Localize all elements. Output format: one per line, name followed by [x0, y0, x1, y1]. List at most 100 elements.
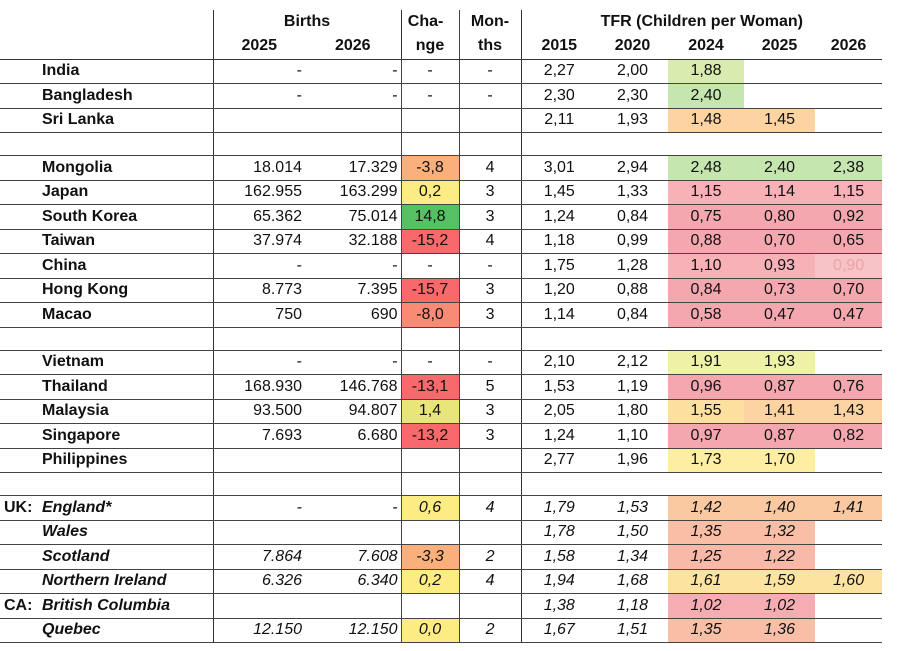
tfr-2025-cell: 1,40	[744, 495, 816, 521]
spacer-cell	[458, 132, 522, 156]
year-header: 2015	[520, 34, 598, 60]
tfr-2015-cell: 1,24	[520, 204, 598, 230]
spacer-cell	[520, 472, 598, 496]
table-row: South Korea 65.362 75.014 14,8 3 1,24 0,84 0,75…	[0, 204, 883, 230]
spacer-cell	[744, 132, 816, 156]
tfr-2025-cell: 0,73	[744, 278, 816, 303]
tfr-2025-cell: 0,80	[744, 204, 816, 230]
spacer-row	[0, 132, 883, 156]
spacer-cell	[597, 327, 669, 351]
corner-cell-2	[0, 34, 213, 60]
months-cell	[458, 593, 522, 619]
tfr-2020-cell: 1,53	[597, 495, 669, 521]
tfr-2024-cell: 0,88	[668, 229, 745, 254]
tfr-2020-cell: 0,84	[597, 302, 669, 328]
months-cell: -	[458, 253, 522, 279]
tfr-2024-cell: 1,73	[668, 448, 745, 473]
tfr-2025-cell	[744, 83, 816, 109]
tfr-2026-cell: 1,43	[815, 399, 883, 424]
tfr-2020-cell: 1,33	[597, 180, 669, 205]
table-row: Hong Kong 8.773 7.395 -15,7 3 1,20 0,88 0,84 0,7…	[0, 278, 883, 303]
tfr-2026-cell	[815, 83, 883, 109]
spacer-cell	[401, 327, 460, 351]
tfr-2026-cell: 0,70	[815, 278, 883, 303]
months-header-2: ths	[458, 34, 522, 60]
tfr-2025-cell: 0,70	[744, 229, 816, 254]
change-cell: 0,6	[401, 495, 460, 521]
births-2025-cell	[212, 520, 305, 545]
region-name-cell: Hong Kong	[0, 278, 213, 303]
table-row: India - - - -2,27 2,00 1,88	[0, 59, 883, 84]
tfr-2025-cell: 1,70	[744, 448, 816, 473]
spacer-cell	[305, 327, 402, 351]
table-row: Scotland 7.864 7.608 -3,3 2 1,58 1,34 1,25 1,22	[0, 544, 883, 570]
change-cell: 1,4	[401, 399, 460, 424]
tfr-2015-cell: 1,67	[520, 618, 598, 643]
tfr-2024-cell: 1,25	[668, 544, 745, 570]
births-2026-cell: 32.188	[305, 229, 402, 254]
region-name-cell: Vietnam	[0, 350, 213, 375]
spacer-cell	[401, 472, 460, 496]
spacer-cell	[212, 327, 305, 351]
spacer-cell	[305, 472, 402, 496]
change-cell: 0,0	[401, 618, 460, 643]
tfr-2015-cell: 2,27	[520, 59, 598, 84]
births-2025-cell: 8.773	[212, 278, 305, 303]
months-cell	[458, 448, 522, 473]
region-name-cell: CA: British Columbia	[0, 593, 213, 619]
tfr-2025-cell: 2,40	[744, 155, 816, 181]
months-cell: 3	[458, 278, 522, 303]
region-name-cell: Macao	[0, 302, 213, 328]
spacer-cell	[0, 132, 213, 156]
table-row: Mongolia 18.014 17.329 -3,8 4 3,01 2,94 2,48 2,4…	[0, 155, 883, 181]
change-cell	[401, 520, 460, 545]
change-cell	[401, 593, 460, 619]
spacer-cell	[0, 472, 213, 496]
spacer-cell	[815, 132, 883, 156]
months-cell: 4	[458, 155, 522, 181]
spacer-cell	[744, 327, 816, 351]
tfr-2020-cell: 1,19	[597, 374, 669, 400]
table-row: Japan 162.955 163.299 0,2 3 1,45 1,33 1,15 1,14 1…	[0, 180, 883, 205]
tfr-2015-cell: 1,75	[520, 253, 598, 279]
tfr-2024-cell: 2,40	[668, 83, 745, 109]
region-name-cell: Scotland	[0, 544, 213, 570]
months-cell	[458, 520, 522, 545]
births-2025-cell: -	[212, 495, 305, 521]
tfr-2024-cell: 0,97	[668, 423, 745, 449]
table-row: China - - - -1,75 1,28 1,10 0,93 0,90	[0, 253, 883, 279]
births-2025-cell: 65.362	[212, 204, 305, 230]
months-cell: 2	[458, 544, 522, 570]
country-prefix: UK:	[4, 498, 33, 516]
tfr-2024-cell: 1,15	[668, 180, 745, 205]
months-cell: 3	[458, 423, 522, 449]
region-name-cell: Bangladesh	[0, 83, 213, 109]
tfr-2025-cell: 1,59	[744, 569, 816, 594]
tfr-2024-cell: 1,35	[668, 520, 745, 545]
spacer-row	[0, 327, 883, 351]
spacer-cell	[520, 132, 598, 156]
region-name-cell: Japan	[0, 180, 213, 205]
tfr-2020-cell: 2,30	[597, 83, 669, 109]
months-cell	[458, 108, 522, 133]
births-2025-cell: 12.150	[212, 618, 305, 643]
change-cell	[401, 448, 460, 473]
months-cell: 3	[458, 180, 522, 205]
region-name-cell: Taiwan	[0, 229, 213, 254]
births-2025-cell: 7.864	[212, 544, 305, 570]
spacer-cell	[597, 132, 669, 156]
tfr-2015-cell: 1,18	[520, 229, 598, 254]
corner-cell	[0, 10, 213, 34]
tfr-2025-cell: 1,45	[744, 108, 816, 133]
change-cell: -3,8	[401, 155, 460, 181]
births-2026-cell	[305, 593, 402, 619]
tfr-2025-cell: 1,14	[744, 180, 816, 205]
tfr-2026-cell	[815, 108, 883, 133]
spacer-cell	[668, 327, 745, 351]
change-cell: -	[401, 350, 460, 375]
months-cell: 3	[458, 204, 522, 230]
change-cell: 14,8	[401, 204, 460, 230]
births-2026-cell: 75.014	[305, 204, 402, 230]
year-header: 2024	[668, 34, 745, 60]
tfr-2024-cell: 1,91	[668, 350, 745, 375]
